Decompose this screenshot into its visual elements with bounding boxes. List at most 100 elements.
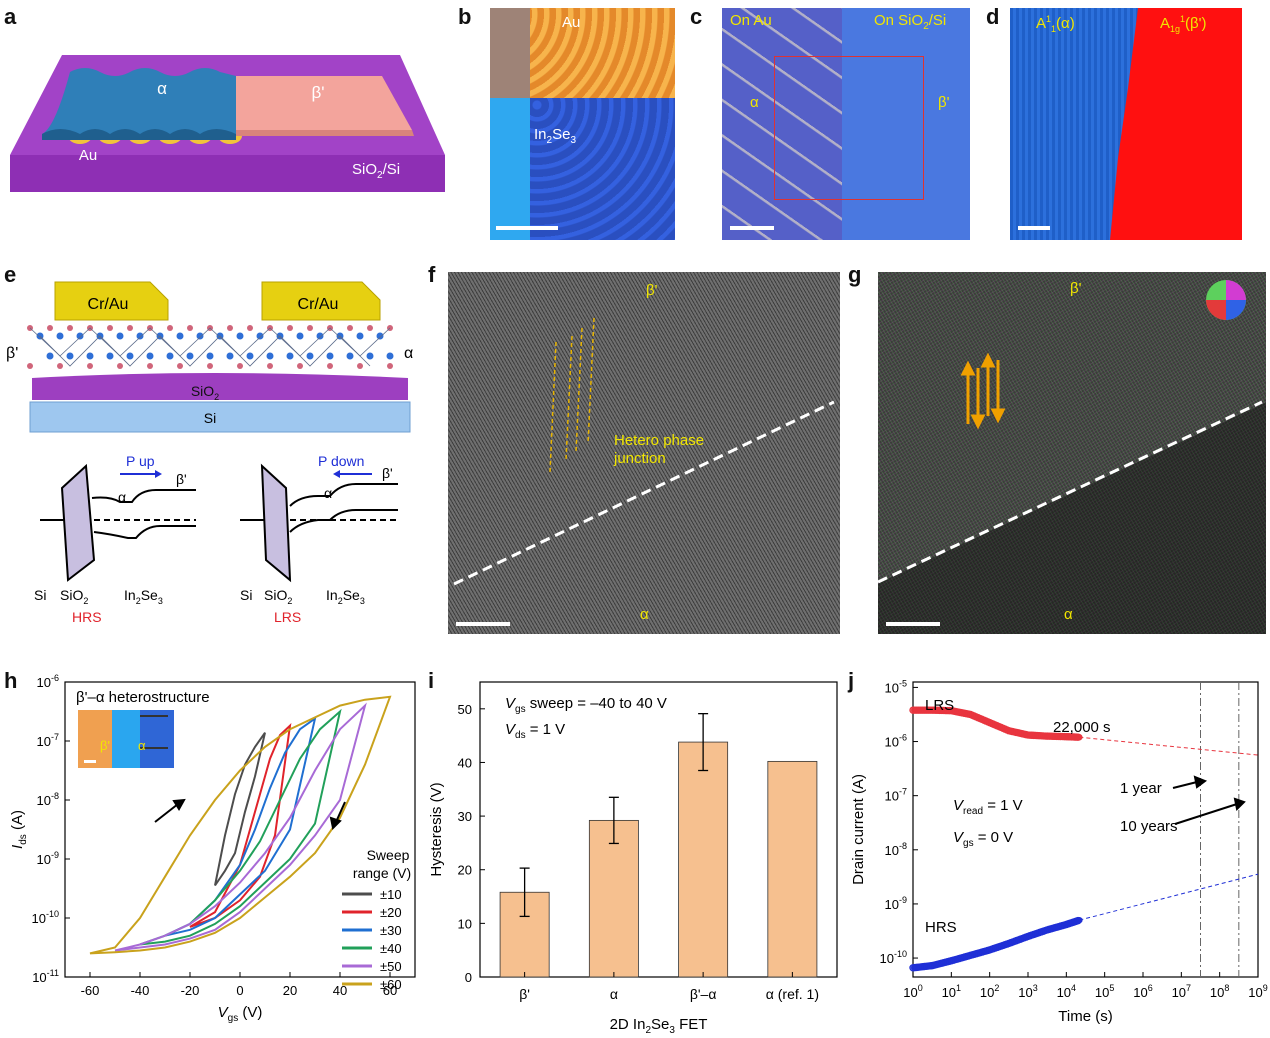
beta-label: β' bbox=[646, 282, 658, 299]
scale-bar bbox=[886, 622, 940, 626]
y-tick-label: 10-8 bbox=[37, 791, 59, 808]
alpha-label: α bbox=[404, 345, 413, 362]
series-group bbox=[89, 695, 392, 955]
band-diagram-lrs: P down α β' Si SiO2 In2Se3 LRS bbox=[240, 453, 398, 625]
x-tick-label: 60 bbox=[383, 983, 397, 998]
series-line-2 bbox=[189, 723, 292, 928]
panel-label-c: c bbox=[690, 4, 703, 29]
junction-label: Hetero phase junction bbox=[614, 432, 705, 467]
svg-text:α: α bbox=[138, 738, 146, 753]
dpc-texture bbox=[878, 272, 1266, 634]
chart-i-hysteresis-bars: β' α β'–α α (ref. 1) 0 10 20 30 40 50 2D In2Se3 FE… bbox=[428, 681, 838, 1035]
beta-layer-front bbox=[236, 130, 414, 136]
x-axis-title: 2D In2Se3 FET bbox=[610, 1016, 708, 1035]
y-tick-label: 20 bbox=[458, 863, 472, 878]
sweep-arrows bbox=[154, 798, 346, 831]
alpha-label: α bbox=[750, 94, 759, 111]
y-tick-label: 10-6 bbox=[885, 733, 907, 750]
panel-label-j: j bbox=[848, 668, 855, 693]
y-tick-label: 10-10 bbox=[880, 949, 907, 966]
alpha-layer bbox=[42, 68, 236, 134]
panel-label-e: e bbox=[4, 262, 17, 287]
panel-label-f: f bbox=[428, 262, 436, 287]
svg-text:β': β' bbox=[382, 465, 393, 481]
panel-g-dpc: β' α bbox=[878, 272, 1266, 634]
vgs-label: Vgs = 0 V bbox=[953, 829, 1013, 849]
panel-a-schematic: α β' Au SiO2/Si bbox=[10, 55, 445, 192]
y-tick-label: 10-9 bbox=[37, 850, 59, 867]
svg-text:SiO2: SiO2 bbox=[264, 587, 292, 606]
y-tick-label: 40 bbox=[458, 755, 472, 770]
substrate-left bbox=[490, 98, 530, 240]
x-tick-label: α bbox=[610, 986, 618, 1002]
y-tick-label: 10-6 bbox=[37, 673, 59, 690]
x-tick-label: α (ref. 1) bbox=[766, 986, 819, 1002]
film-cracks bbox=[722, 8, 842, 240]
legend-label: ±50 bbox=[380, 959, 402, 974]
legend-label: ±60 bbox=[380, 977, 402, 992]
x-tick-label: 102 bbox=[980, 983, 999, 1000]
x-tick-label: 107 bbox=[1172, 983, 1191, 1000]
sio2-layer bbox=[32, 373, 408, 400]
extrapolation-line bbox=[1079, 736, 1259, 756]
au-label: Au bbox=[562, 14, 581, 31]
svg-text:Si: Si bbox=[240, 587, 252, 603]
au-label: Au bbox=[79, 147, 97, 164]
y-tick-label: 10-7 bbox=[885, 787, 907, 804]
beta-label: β' bbox=[6, 345, 18, 362]
x-tick-label: 103 bbox=[1018, 983, 1037, 1000]
x-tick-label: 109 bbox=[1248, 983, 1267, 1000]
substrate-front bbox=[10, 155, 445, 192]
inset-title: β'–α heterostructure bbox=[76, 689, 210, 706]
lattice bbox=[27, 325, 394, 369]
hrs-label: HRS bbox=[72, 609, 102, 625]
lrs-label: LRS bbox=[274, 609, 301, 625]
y-axis-title: Drain current (A) bbox=[850, 774, 867, 885]
junction-line bbox=[453, 400, 835, 586]
x-tick-label: -40 bbox=[131, 983, 150, 998]
panel-d-raman-map: A11(α) A1g1(β') bbox=[1010, 8, 1242, 240]
x-tick-label: -20 bbox=[181, 983, 200, 998]
panel-label-d: d bbox=[986, 4, 1000, 29]
junction-line bbox=[878, 400, 1263, 584]
x-tick-label: 104 bbox=[1057, 983, 1076, 1000]
contact-right-label: Cr/Au bbox=[298, 296, 339, 313]
band-diagram-hrs: P up α β' Si SiO2 In2Se3 HRS bbox=[34, 453, 196, 625]
x-tick-label: 101 bbox=[942, 983, 961, 1000]
panel-e-device: Cr/Au Cr/Au β' α SiO2 Si P up α β' Si Si… bbox=[6, 281, 413, 625]
legend-title: range (V) bbox=[353, 865, 411, 881]
substrate-corner bbox=[490, 8, 530, 98]
x-axis-title: Time (s) bbox=[1058, 1008, 1112, 1025]
inset-image: β' α bbox=[78, 710, 174, 768]
legend-label: ±10 bbox=[380, 887, 402, 902]
bar-2 bbox=[588, 819, 639, 978]
plot-frame bbox=[479, 681, 838, 978]
beta-label: β' bbox=[1070, 280, 1082, 297]
y-axis-title: Ids (A) bbox=[9, 810, 29, 849]
chart-h-transfer-curves: -60 -40 -20 0 20 40 60 10-11 10-10 10-9 10-8 10-7 10… bbox=[9, 673, 416, 1024]
series-line-5 bbox=[114, 702, 367, 952]
y-axis-title: Hysteresis (V) bbox=[428, 782, 445, 876]
data-point bbox=[1076, 916, 1083, 924]
panel-b-optical: Au In2Se3 bbox=[490, 8, 675, 240]
alpha-label: α bbox=[640, 606, 649, 623]
alpha-label: α bbox=[157, 79, 167, 98]
legend-label: ±40 bbox=[380, 941, 402, 956]
x-tick-label: β' bbox=[519, 986, 530, 1002]
y-tick-label: 10-9 bbox=[885, 895, 907, 912]
panel-label-a: a bbox=[4, 4, 17, 29]
x-tick-label: 40 bbox=[333, 983, 347, 998]
y-tick-label: 10 bbox=[458, 916, 472, 931]
x-tick-label: 20 bbox=[283, 983, 297, 998]
svg-text:Si: Si bbox=[34, 587, 46, 603]
beta-label: β' bbox=[311, 83, 324, 102]
svg-text:α: α bbox=[324, 485, 332, 501]
lrs-label: LRS bbox=[925, 697, 954, 714]
series-line-6 bbox=[89, 695, 392, 955]
scale-bar bbox=[456, 622, 510, 626]
sio2-label: SiO2 bbox=[191, 383, 219, 402]
scale-bar bbox=[496, 226, 558, 230]
contact-right bbox=[261, 281, 381, 321]
beta-label: β' bbox=[938, 94, 950, 111]
panel-label-h: h bbox=[4, 668, 18, 693]
